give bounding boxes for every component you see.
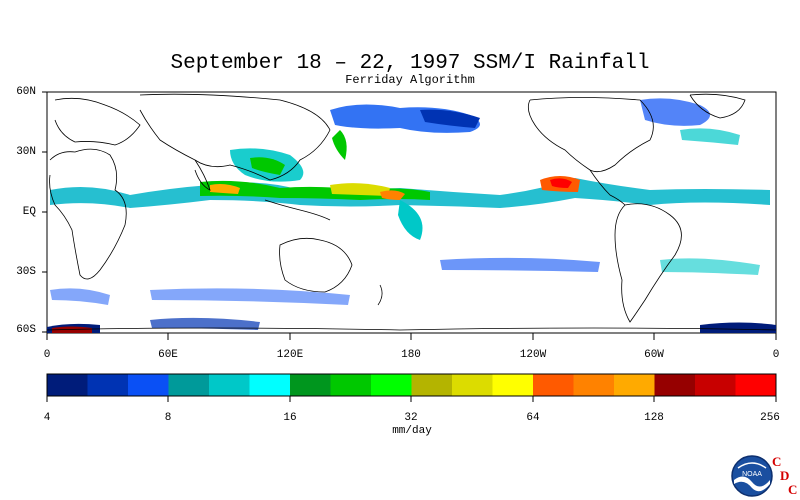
colorbar-tick-label: 32 (404, 412, 418, 424)
lon-label-0-end: 0 (772, 349, 780, 361)
colorbar-swatch (47, 374, 88, 396)
colorbar-swatch (452, 374, 493, 396)
colorbar-swatch (492, 374, 534, 396)
lon-label-60e: 60E (158, 349, 178, 361)
lat-label-60n: 60N (16, 86, 36, 98)
colorbar-tick-label: 16 (283, 412, 297, 424)
noaa-cdc-logo: NOAA C D C (730, 452, 800, 500)
colorbar-swatch (290, 374, 331, 396)
colorbar-swatch (695, 374, 736, 396)
colorbar-ticks (46, 396, 777, 402)
rainfall-field (47, 98, 776, 333)
colorbar-swatch (411, 374, 453, 396)
colorbar-swatch (735, 374, 777, 396)
cdc-letter: C (788, 482, 798, 497)
lat-label-30s: 30S (16, 266, 36, 278)
colorbar-swatch (330, 374, 372, 396)
lon-label-180: 180 (401, 349, 421, 361)
colorbar-swatch (654, 374, 696, 396)
colorbar-tick-label: 4 (43, 412, 51, 424)
colorbar-tick-label: 8 (164, 412, 172, 424)
lat-label-60s: 60S (16, 324, 36, 336)
colorbar-swatch (209, 374, 250, 396)
lat-label-30n: 30N (16, 146, 36, 158)
colorbar-swatch (249, 374, 291, 396)
colorbar-swatch (614, 374, 655, 396)
cdc-letter: D (780, 468, 790, 483)
colorbar-swatch (573, 374, 615, 396)
lat-label-eq: EQ (22, 206, 36, 218)
colorbar-swatch (533, 374, 574, 396)
cdc-letter: C (772, 454, 782, 469)
map-subtitle: Ferriday Algorithm (345, 73, 475, 87)
coastlines (46, 93, 777, 331)
colorbar-swatch (371, 374, 412, 396)
noaa-logo-text: NOAA (742, 471, 762, 478)
colorbar-tick-label: 64 (526, 412, 540, 424)
axis-ticks (42, 91, 777, 340)
colorbar-tick-label: 256 (760, 412, 780, 424)
colorbar-swatch (168, 374, 210, 396)
lon-label-120e: 120E (276, 349, 304, 361)
colorbar-swatch (87, 374, 129, 396)
colorbar-swatch (128, 374, 169, 396)
colorbar-tick-label: 128 (644, 412, 664, 424)
lon-label-60w: 60W (644, 349, 664, 361)
lon-label-120w: 120W (519, 349, 547, 361)
colorbar (47, 374, 777, 396)
noaa-logo-icon: NOAA (731, 455, 773, 497)
map-title: September 18 – 22, 1997 SSM/I Rainfall (170, 52, 650, 75)
colorbar-units: mm/day (392, 425, 432, 437)
lon-label-0: 0 (43, 349, 51, 361)
